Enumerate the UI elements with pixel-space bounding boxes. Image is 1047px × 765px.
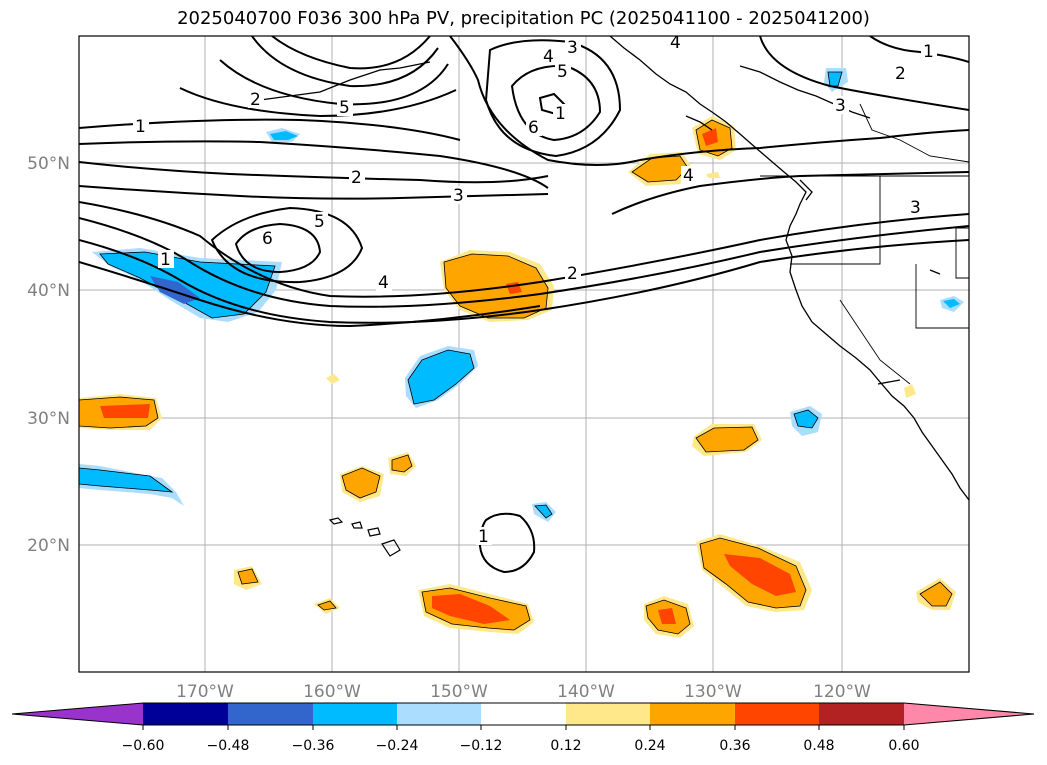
coastlines bbox=[259, 36, 969, 501]
pv-contour-label: 1 bbox=[478, 527, 489, 547]
pv-contour-label: 3 bbox=[453, 186, 464, 206]
lon-tick-170w: 170°W bbox=[176, 682, 234, 702]
colorbar-tick: −0.12 bbox=[460, 738, 503, 754]
pv-contour-label: 2 bbox=[351, 168, 362, 188]
precip-anomaly-shading bbox=[79, 68, 964, 638]
pv-contour-label: 3 bbox=[567, 38, 578, 58]
lon-tick-130w: 130°W bbox=[684, 682, 742, 702]
pv-contour-label: 5 bbox=[339, 98, 350, 118]
lat-tick-20n: 20°N bbox=[27, 536, 70, 556]
colorbar-tick: −0.60 bbox=[122, 738, 165, 754]
lon-tick-140w: 140°W bbox=[557, 682, 615, 702]
pv-contour-label: 5 bbox=[314, 212, 325, 232]
colorbar-tick: 0.36 bbox=[719, 738, 750, 754]
lat-tick-50n: 50°N bbox=[27, 154, 70, 174]
colorbar-swatch bbox=[566, 703, 650, 725]
pv-contour-label: 3 bbox=[910, 198, 921, 218]
colorbar: −0.60 −0.48 −0.36 −0.24 −0.12 0.12 0.24 … bbox=[11, 702, 1035, 754]
colorbar-tick: 0.60 bbox=[888, 738, 919, 754]
colorbar-swatch bbox=[143, 703, 228, 725]
longitude-tick-labels: 170°W 160°W 150°W 140°W 130°W 120°W bbox=[176, 682, 871, 702]
lon-tick-150w: 150°W bbox=[430, 682, 488, 702]
colorbar-tick: −0.48 bbox=[207, 738, 250, 754]
pv-contour-label: 2 bbox=[567, 264, 578, 284]
colorbar-swatch bbox=[481, 703, 566, 725]
pv-contour-label: 3 bbox=[835, 96, 846, 116]
colorbar-extend-low bbox=[12, 703, 143, 725]
colorbar-tick: 0.48 bbox=[803, 738, 834, 754]
lon-tick-160w: 160°W bbox=[303, 682, 361, 702]
pv-contour-label: 4 bbox=[543, 47, 554, 67]
colorbar-swatch bbox=[735, 703, 819, 725]
pv-contour-label: 1 bbox=[160, 250, 171, 270]
colorbar-tick: 0.24 bbox=[634, 738, 665, 754]
colorbar-tick: 0.12 bbox=[550, 738, 581, 754]
colorbar-tick: −0.24 bbox=[376, 738, 419, 754]
pv-contour-label: 6 bbox=[528, 118, 539, 138]
graticule bbox=[79, 36, 969, 672]
pv-contour-label-group: 1 2 3 4 5 6 1 2 3 4 5 6 1 2 bbox=[133, 33, 937, 547]
lat-tick-40n: 40°N bbox=[27, 281, 70, 301]
pv-contour-label: 1 bbox=[923, 42, 934, 62]
lon-tick-120w: 120°W bbox=[813, 682, 871, 702]
pv-contour-label: 1 bbox=[555, 104, 566, 124]
pv-contour-label: 4 bbox=[670, 33, 681, 53]
colorbar-swatch bbox=[397, 703, 481, 725]
map-plot-area: 1 2 3 4 5 6 1 2 3 4 5 6 1 2 bbox=[79, 33, 969, 672]
lat-tick-30n: 30°N bbox=[27, 409, 70, 429]
colorbar-swatch bbox=[819, 703, 904, 725]
pv-contour-label: 6 bbox=[262, 229, 273, 249]
pv-contour-label: 4 bbox=[378, 273, 389, 293]
pv-contour-label: 2 bbox=[250, 90, 261, 110]
colorbar-extend-high bbox=[904, 703, 1034, 725]
map-frame bbox=[78, 35, 970, 673]
pv-contour-label: 4 bbox=[683, 166, 694, 186]
hawaiian-islands bbox=[328, 517, 401, 557]
pv-contour-label: 1 bbox=[135, 117, 146, 137]
pv-contour-label: 2 bbox=[895, 64, 906, 84]
colorbar-tick: −0.36 bbox=[292, 738, 335, 754]
colorbar-swatch bbox=[313, 703, 397, 725]
latitude-tick-labels: 50°N 40°N 30°N 20°N bbox=[27, 154, 70, 556]
map-title: 2025040700 F036 300 hPa PV, precipitatio… bbox=[177, 8, 870, 29]
pv-contour-label: 5 bbox=[557, 62, 568, 82]
colorbar-swatch bbox=[650, 703, 735, 725]
colorbar-swatch bbox=[228, 703, 313, 725]
